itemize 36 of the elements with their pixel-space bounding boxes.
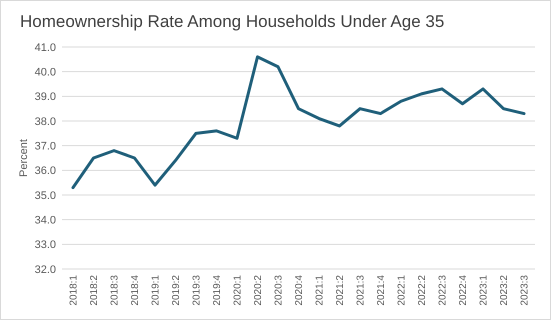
- x-tick-label: 2021:1: [314, 274, 326, 306]
- x-tick-label: 2021:2: [335, 274, 346, 306]
- y-tick-label: 35.0: [34, 190, 56, 202]
- x-tick-label: 2020:4: [294, 274, 305, 306]
- x-tick-label: 2019:3: [192, 274, 202, 306]
- y-tick-label: 36.0: [34, 165, 56, 178]
- y-tick-label: 41.0: [34, 42, 56, 54]
- x-tick-label: 2020:2: [253, 274, 264, 306]
- x-tick-label: 2019:4: [212, 274, 223, 306]
- y-tick-label: 40.0: [34, 66, 56, 79]
- x-tick-label: 2023:3: [520, 274, 530, 306]
- x-tick-label: 2018:2: [89, 274, 100, 306]
- x-tick-label: 2022:4: [458, 274, 469, 306]
- y-tick-label: 33.0: [34, 239, 56, 252]
- x-tick-label: 2021:3: [356, 274, 366, 306]
- x-tick-label: 2018:4: [130, 274, 141, 306]
- y-tick-label: 34.0: [34, 214, 56, 227]
- y-axis-title: Percent: [18, 139, 30, 177]
- x-tick-label: 2019:2: [171, 274, 182, 306]
- y-tick-label: 37.0: [34, 140, 56, 153]
- x-tick-label: 2023:2: [499, 274, 510, 306]
- y-tick-label: 38.0: [34, 116, 56, 128]
- x-tick-label: 2020:3: [274, 274, 284, 306]
- line-series: [72, 55, 526, 190]
- x-tick-label: 2019:1: [150, 274, 162, 306]
- x-tick-label: 2023:1: [478, 274, 490, 306]
- x-tick-label: 2018:1: [68, 274, 80, 306]
- x-tick-label: 2021:4: [376, 274, 387, 306]
- chart-title: Homeownership Rate Among Households Under Age 35: [20, 12, 444, 31]
- y-tick-label: 32.0: [34, 264, 56, 276]
- x-tick-label: 2022:3: [438, 274, 448, 306]
- x-tick-label: 2022:1: [396, 274, 408, 306]
- x-tick-label: 2022:2: [417, 274, 428, 306]
- x-tick-label: 2020:1: [232, 274, 244, 306]
- x-tick-label: 2018:3: [110, 274, 120, 306]
- y-tick-label: 39.0: [34, 91, 56, 104]
